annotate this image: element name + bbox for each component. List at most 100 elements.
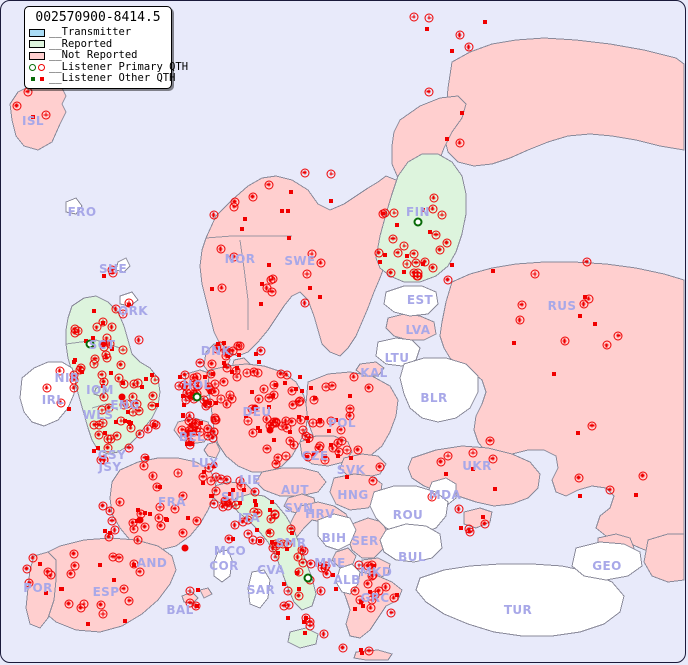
listener-cluster-marker [136, 516, 144, 524]
listener-other-qth-marker [140, 384, 145, 389]
listener-other-qth-marker [91, 309, 96, 314]
listener-primary-qth-marker [424, 87, 434, 97]
listener-primary-qth-marker [342, 445, 352, 455]
listener-other-qth-marker [318, 295, 323, 300]
listener-primary-qth-marker [349, 372, 359, 382]
listener-other-qth-marker [200, 480, 205, 485]
country-label-cze: CZE [301, 449, 329, 463]
listener-other-qth-marker [103, 431, 108, 436]
listener-other-qth-marker [257, 359, 262, 364]
listener-primary-qth-marker [271, 417, 280, 427]
listener-primary-qth-marker [114, 373, 124, 383]
listener-primary-qth-marker [230, 197, 240, 206]
legend-label-primary-qth: __Listener Primary QTH [49, 60, 189, 73]
country-label-cva: CVA [257, 563, 285, 577]
listener-other-qth-marker [458, 526, 463, 531]
listener-other-qth-marker [425, 27, 430, 32]
map-legend: 002570900-8414.5 __Transmitter __Reporte… [24, 6, 188, 89]
country-label-ork: ORK [118, 304, 148, 318]
listener-primary-qth-marker [363, 579, 373, 588]
listener-other-qth-marker [154, 402, 159, 407]
listener-primary-qth-marker [435, 245, 445, 255]
listener-other-qth-marker [313, 396, 318, 401]
listener-other-qth-marker [382, 252, 387, 257]
listener-other-qth-marker [274, 383, 279, 388]
listener-primary-qth-marker [92, 322, 102, 332]
listener-primary-qth-marker [132, 399, 142, 409]
listener-primary-qth-marker [300, 298, 310, 308]
listener-other-qth-marker [96, 445, 101, 450]
listener-primary-qth-marker [135, 567, 145, 577]
listener-primary-qth-marker [364, 383, 374, 393]
listener-primary-qth-marker [119, 379, 129, 389]
listener-other-qth-marker [209, 286, 214, 291]
listener-other-qth-marker [239, 227, 244, 232]
legend-marker-primary-qth [29, 63, 45, 72]
transmitter-marker [303, 573, 313, 583]
listener-primary-qth-marker [283, 586, 293, 596]
listener-primary-qth-marker [306, 559, 316, 569]
listener-primary-qth-marker [298, 425, 308, 435]
listener-primary-qth-marker [98, 609, 108, 619]
listener-primary-qth-marker [300, 168, 310, 178]
listener-primary-qth-marker [517, 300, 527, 310]
listener-primary-qth-marker [22, 564, 32, 574]
listener-primary-qth-marker [105, 506, 115, 516]
listener-primary-qth-marker [210, 379, 220, 389]
listener-other-qth-marker [180, 432, 185, 437]
country-label-sui: SUI [220, 490, 246, 504]
listener-primary-qth-marker [285, 436, 295, 446]
legend-item-not-reported: __Not Reported [29, 50, 167, 62]
country-label-mkd: MKD [359, 565, 393, 579]
listener-primary-qth-marker [192, 516, 202, 525]
listener-other-qth-marker [302, 619, 306, 624]
listener-primary-qth-marker [411, 258, 421, 268]
listener-primary-qth-marker [209, 210, 219, 220]
listener-other-qth-marker [279, 209, 284, 213]
listener-primary-qth-marker [116, 360, 126, 370]
listener-primary-qth-marker [464, 42, 473, 52]
listener-primary-qth-marker [443, 275, 453, 284]
country-label-ukr: UKR [462, 459, 492, 473]
listener-primary-qth-marker [431, 230, 441, 240]
listener-other-qth-marker [295, 571, 300, 576]
listener-other-qth-marker [371, 564, 376, 569]
listener-primary-qth-marker [582, 257, 592, 267]
listener-primary-qth-marker [271, 459, 281, 469]
country-label-cor: COR [209, 559, 239, 573]
country-label-fra: FRA [158, 495, 186, 509]
listener-primary-qth-marker [150, 375, 160, 385]
listener-primary-qth-marker [350, 586, 360, 596]
listener-primary-qth-marker [320, 563, 330, 573]
listener-other-qth-marker [270, 393, 275, 398]
listener-other-qth-marker [157, 485, 162, 490]
listener-other-qth-marker [180, 394, 185, 399]
listener-primary-qth-marker [133, 535, 143, 545]
country-label-and: AND [136, 556, 168, 570]
listener-other-qth-marker [131, 563, 136, 568]
listener-primary-qth-marker [299, 546, 309, 556]
listener-primary-qth-marker [76, 603, 86, 612]
listener-other-qth-marker [250, 390, 255, 395]
listener-other-qth-marker [258, 302, 263, 307]
listener-other-qth-marker [511, 341, 516, 346]
listener-primary-qth-marker [574, 473, 584, 483]
listener-other-qth-marker [222, 364, 227, 369]
country-label-rou: ROU [392, 508, 424, 522]
listener-primary-qth-marker [178, 491, 188, 501]
listener-primary-qth-marker [64, 599, 74, 609]
country-label-svn: SVN [284, 501, 314, 515]
listener-primary-qth-marker [216, 394, 226, 404]
listener-other-qth-marker [491, 268, 496, 273]
listener-other-qth-marker [307, 285, 312, 290]
listener-other-qth-marker [299, 389, 304, 394]
listener-cluster-marker [251, 404, 259, 412]
listener-primary-qth-marker [94, 430, 104, 440]
listener-other-qth-marker [266, 262, 271, 267]
listener-primary-qth-marker [118, 309, 128, 319]
listener-other-qth-marker [254, 503, 259, 507]
listener-primary-qth-marker [420, 257, 430, 267]
country-label-tur: TUR [503, 603, 533, 617]
listener-other-qth-marker [101, 273, 106, 278]
listener-primary-qth-marker [413, 271, 423, 281]
